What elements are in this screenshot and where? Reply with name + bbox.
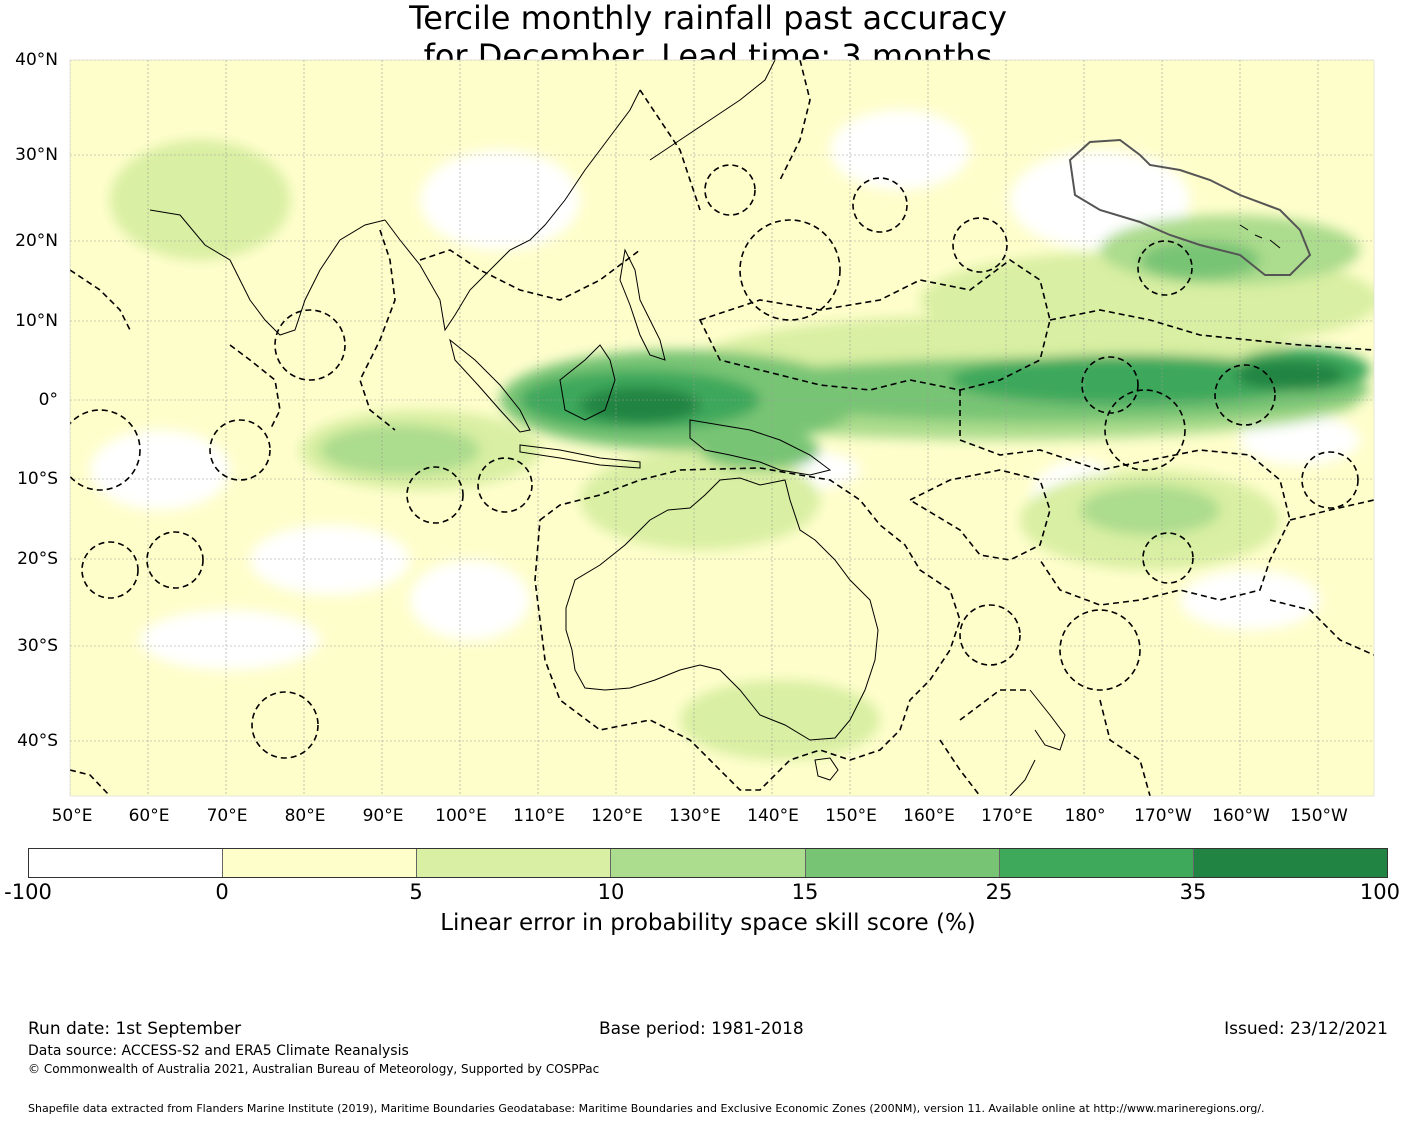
skill-patch [110,140,290,260]
lon-label: 150°W [1290,806,1348,826]
asia-coastline [384,89,641,332]
new-zealand-coastline [1009,689,1066,796]
lat-label: 30°N [15,145,58,165]
lon-label: 60°E [128,806,170,826]
lon-label: 110°E [513,806,565,826]
colorbar-tick-label: 15 [791,880,819,904]
skill-patch [1080,485,1220,535]
colorbar-segment [417,849,612,877]
lon-label: 170°E [981,806,1033,826]
copyright: © Commonwealth of Australia 2021, Austra… [28,1062,600,1076]
run-date: Run date: 1st September [28,1019,242,1039]
colorbar-tick-label: -100 [4,880,52,904]
gridlines [70,60,1374,796]
sumatra-coastline [449,338,531,433]
colorbar-tick-label: 10 [597,880,625,904]
lon-label: 50°E [51,806,93,826]
skill-patch [580,387,700,423]
lon-label: 90°E [362,806,404,826]
colorbar-tick-label: 5 [409,880,423,904]
colorbar-tick-label: 25 [985,880,1013,904]
skill-patch [680,680,880,760]
borneo-coastline [559,344,616,421]
skill-patch [320,425,480,475]
lon-label: 70°E [206,806,248,826]
skill-patch [250,525,410,595]
lon-label: 160°W [1212,806,1270,826]
tasmania-coastline [814,757,839,781]
monument-outline [1068,138,1312,276]
issued-date: Issued: 23/12/2021 [1224,1019,1388,1039]
skill-patch [1140,240,1260,280]
skill-patch [1235,360,1345,390]
lat-label: 40°S [17,731,58,751]
lat-label: 0° [38,390,58,410]
hawaii-coastline [1239,224,1281,249]
colorbar-label: Linear error in probability space skill … [440,910,976,936]
colorbar-segment [29,849,224,877]
lat-label: 10°S [17,469,58,489]
skill-patch [420,150,580,250]
map-title-line-1: Tercile monthly rainfall past accuracy [409,0,1007,37]
philippines-coastline [619,248,666,361]
australia-coastline [565,477,879,741]
lat-label: 30°S [17,636,58,656]
lat-label: 10°N [15,311,58,331]
base-period: Base period: 1981-2018 [599,1019,804,1039]
skill-patch [950,355,1310,405]
skill-patch [580,450,820,550]
eez-boundaries [70,60,1374,796]
colorbar-tick-label: 35 [1179,880,1207,904]
colorbar [28,848,1388,878]
skill-score-map [69,59,1375,797]
colorbar-segment [223,849,418,877]
lon-label: 140°E [747,806,799,826]
skill-patch [830,110,970,190]
lon-label: 150°E [825,806,877,826]
lon-label: 120°E [591,806,643,826]
skill-patch [410,560,530,640]
shapefile-note: Shapefile data extracted from Flanders M… [28,1102,1265,1115]
skill-patch [1180,570,1320,630]
java-coastline [519,444,641,469]
india-coastline [149,209,386,336]
colorbar-segment [999,849,1194,877]
colorbar-segment [611,849,806,877]
colorbar-tick-label: 100 [1359,880,1400,904]
lat-label: 20°N [15,231,58,251]
colorbar-segment [1193,849,1387,877]
lat-label: 40°N [15,50,58,70]
lon-label: 180° [1064,806,1106,826]
lon-label: 160°E [903,806,955,826]
skill-patch [140,610,320,670]
colorbar-tick-label: 0 [215,880,229,904]
lon-label: 100°E [435,806,487,826]
skill-patch [700,430,820,470]
data-source: Data source: ACCESS-S2 and ERA5 Climate … [28,1043,409,1059]
lat-label: 20°S [17,549,58,569]
lon-label: 170°W [1134,806,1192,826]
map-frame [69,59,1375,797]
skill-patch [90,430,230,510]
colorbar-segment [805,849,1000,877]
lon-label: 130°E [669,806,721,826]
lon-label: 80°E [284,806,326,826]
new-guinea-coastline [689,419,832,476]
